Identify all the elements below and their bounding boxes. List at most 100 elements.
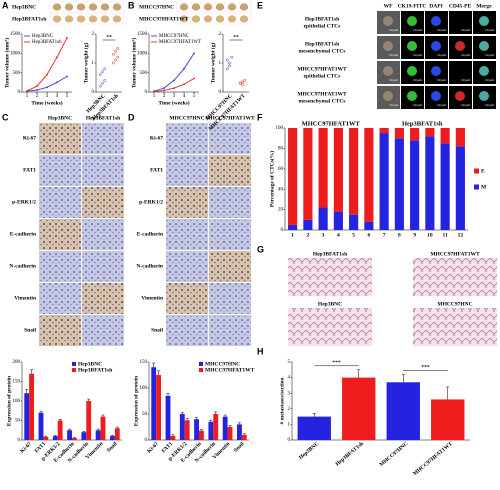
point — [163, 89, 165, 92]
scale-label: 10 μm — [389, 103, 398, 107]
tumor — [52, 15, 62, 23]
tumor — [191, 15, 201, 23]
y-axis-label: # metastases/section — [279, 378, 285, 425]
point — [153, 90, 155, 93]
tumor-photo — [49, 1, 125, 13]
ihc-image — [209, 219, 251, 250]
point — [116, 47, 120, 50]
x-tick-label: Ki-67 — [146, 441, 160, 455]
panel-label: H — [257, 346, 264, 356]
column-header: CD45-PE — [449, 3, 472, 9]
y-tick-label: 0 — [18, 90, 21, 95]
point — [183, 67, 185, 70]
tumor-photo — [176, 1, 252, 13]
y-tick-label: 0 — [92, 90, 95, 95]
scale-label: 10 μm — [413, 28, 422, 32]
bar — [297, 416, 331, 440]
point — [193, 77, 195, 80]
x-tick-label: 6 — [368, 232, 371, 238]
row-label: Ki-67 — [23, 135, 36, 141]
column-header: WF — [384, 3, 394, 9]
tumor — [191, 3, 201, 11]
y-tick-label: 1 — [288, 423, 291, 428]
point — [36, 89, 38, 91]
y-tick-label: 200 — [13, 360, 21, 365]
bar — [342, 377, 376, 440]
row-label: N-cadherin — [9, 263, 36, 269]
bar — [165, 395, 171, 440]
ihc-image — [166, 251, 208, 282]
point — [228, 61, 231, 65]
bar — [52, 436, 58, 440]
bar — [86, 401, 92, 440]
x-tick-label: Hep3BFAT1sh — [335, 441, 365, 468]
bar — [67, 430, 72, 440]
x-axis-label: Time (weeks) — [31, 99, 62, 106]
cell — [383, 66, 393, 76]
tumor — [203, 3, 213, 11]
group-label: Hep3BFAT1sh — [402, 120, 443, 127]
ihc-image — [82, 155, 124, 186]
cell — [383, 91, 393, 101]
bar-segment — [364, 128, 374, 222]
row-label: Vimentin — [14, 295, 36, 301]
y-tick-label: 50 — [15, 419, 21, 424]
row-label: Hep3BFAT1sh — [305, 16, 339, 22]
x-tick-label: MHCC97HNC — [379, 441, 410, 468]
point — [56, 81, 58, 84]
bar-segment — [303, 219, 313, 230]
y-tick-label: 1500 — [137, 32, 148, 37]
row-label: epithelial CTCs — [304, 73, 341, 79]
cell — [431, 16, 441, 26]
x-tick-label: 2 — [36, 94, 39, 99]
cell — [455, 91, 465, 101]
bar-segment — [333, 128, 343, 212]
point — [173, 79, 175, 82]
tumor-photo — [49, 13, 125, 25]
legend-label: Hep3BFAT1sh — [78, 367, 112, 373]
photo-label: MHCC97HNC — [139, 4, 174, 10]
row-label: E-cadherin — [137, 231, 163, 237]
bar-segment — [394, 128, 404, 139]
y-tick-label: 3 — [288, 391, 291, 396]
y-tick-label: 100 — [276, 126, 284, 131]
legend-label: MHCC97HNC — [205, 361, 240, 367]
point — [98, 73, 102, 76]
cell — [479, 66, 489, 76]
tumor — [88, 15, 98, 23]
tumor — [227, 3, 237, 11]
cell — [407, 66, 417, 76]
ihc-image — [166, 283, 208, 314]
group-label: MHCC97HFAT1WT — [302, 120, 361, 127]
cell — [383, 41, 393, 51]
fluorescence-image — [449, 61, 472, 84]
ihc-image — [82, 315, 124, 346]
cell — [455, 41, 465, 51]
legend-label: Hep3BNC — [32, 34, 54, 39]
scale-label: 10 μm — [437, 53, 446, 57]
y-tick-label: 150 — [13, 380, 21, 385]
y-axis-label: Tumor volume (mm³) — [3, 38, 10, 88]
y-axis-label: Percentage of CTCs(%) — [268, 151, 275, 207]
scale-label: 10 μm — [437, 103, 446, 107]
x-tick-label: 7 — [383, 232, 386, 238]
bar — [100, 416, 106, 440]
x-tick-label: 5 — [193, 94, 196, 99]
x-tick-label: 3 — [46, 94, 49, 99]
x-tick-label: 1 — [26, 94, 29, 99]
x-tick-label: 3 — [173, 94, 176, 99]
scale-label: 10 μm — [461, 28, 470, 32]
x-tick-label: MHCC97HFAT1WT — [412, 441, 454, 477]
ihc-image — [39, 155, 81, 186]
point — [103, 79, 107, 82]
scale-label: 10 μm — [389, 28, 398, 32]
y-tick-label: 60 — [278, 167, 284, 172]
x-tick-label: 12 — [458, 232, 464, 238]
cell — [431, 66, 441, 76]
tumor — [215, 3, 225, 11]
x-tick-label: 10 — [427, 232, 433, 238]
bar — [179, 414, 185, 440]
bar — [95, 430, 101, 440]
row-label: Hep3BFAT1sh — [305, 41, 339, 47]
panel-label: A — [2, 0, 9, 10]
